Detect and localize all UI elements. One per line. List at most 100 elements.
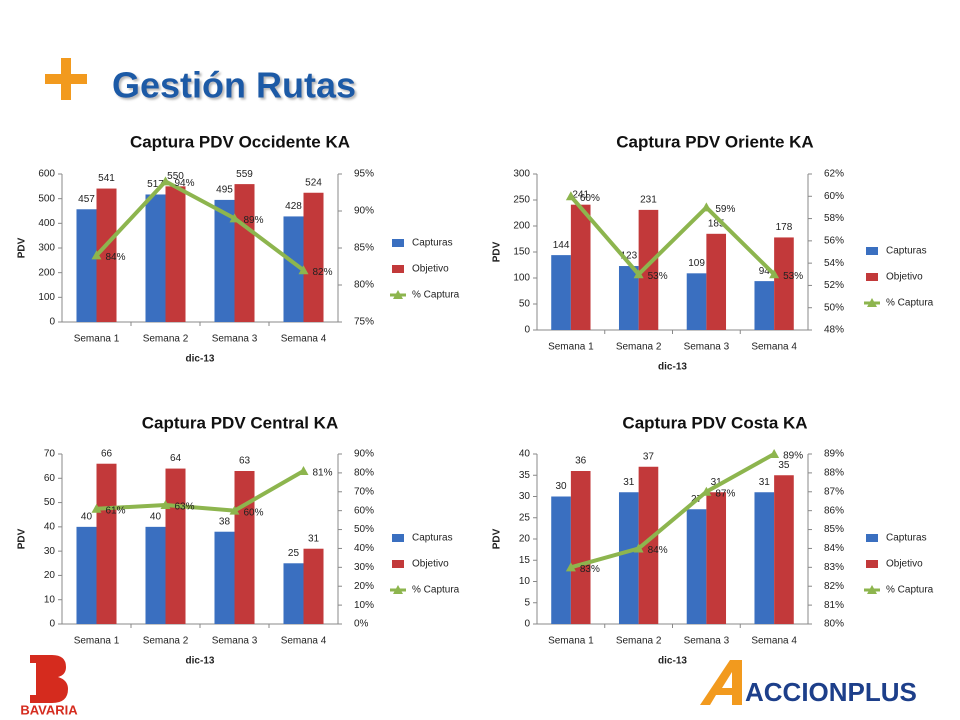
- x-tick-label: Semana 2: [616, 342, 662, 353]
- bar: [706, 492, 727, 624]
- legend-label: % Captura: [412, 585, 460, 596]
- bar: [234, 184, 255, 322]
- y-tick-label: 35: [519, 470, 531, 481]
- y2-tick-label: 50%: [354, 524, 374, 535]
- legend-swatch: [393, 585, 403, 594]
- bar: [754, 492, 775, 624]
- line-value-label: 59%: [715, 204, 735, 215]
- line-marker: [160, 500, 171, 509]
- y-axis-label: PDV: [17, 528, 28, 549]
- line-value-label: 84%: [648, 545, 668, 556]
- bar: [234, 471, 255, 624]
- y-tick-label: 40: [44, 521, 56, 532]
- bar: [283, 216, 304, 322]
- line-marker: [160, 176, 171, 186]
- bar-value-label: 38: [219, 516, 231, 527]
- bar: [618, 492, 639, 624]
- bar: [638, 209, 659, 330]
- y2-tick-label: 87%: [824, 486, 844, 497]
- legend-label: Capturas: [886, 246, 927, 257]
- chart-title: Captura PDV Central KA: [142, 413, 338, 432]
- y-tick-label: 5: [524, 597, 530, 608]
- bar: [145, 194, 166, 322]
- bar: [686, 509, 707, 624]
- y2-tick-label: 20%: [354, 581, 374, 592]
- line-value-label: 83%: [580, 564, 600, 575]
- line-value-label: 89%: [783, 451, 803, 462]
- y-tick-label: 50: [44, 497, 56, 508]
- y2-tick-label: 70%: [354, 486, 374, 497]
- y-tick-label: 10: [519, 576, 531, 587]
- legend-label: Capturas: [412, 533, 453, 544]
- y2-tick-label: 80%: [354, 468, 374, 479]
- y2-tick-label: 84%: [824, 543, 844, 554]
- y2-tick-label: 85%: [354, 243, 374, 254]
- bar: [165, 468, 186, 624]
- bavaria-logo-shape: [30, 655, 68, 703]
- bar-value-label: 517: [147, 179, 164, 190]
- bar: [706, 233, 727, 330]
- line-marker: [229, 505, 240, 515]
- bar-value-label: 144: [553, 240, 570, 251]
- bar: [96, 188, 117, 322]
- bar-value-label: 25: [288, 548, 300, 559]
- x-tick-label: Semana 2: [143, 334, 189, 345]
- y2-tick-label: 52%: [824, 280, 844, 291]
- y-tick-label: 400: [38, 218, 55, 229]
- y2-tick-label: 90%: [354, 449, 374, 460]
- bar: [686, 273, 707, 330]
- x-tick-label: Semana 1: [548, 636, 594, 647]
- line-marker: [565, 191, 576, 201]
- line: [95, 179, 305, 272]
- y-tick-label: 25: [519, 512, 531, 523]
- y2-tick-label: 88%: [824, 468, 844, 479]
- bar: [76, 209, 97, 322]
- bar: [76, 526, 97, 624]
- bar: [165, 186, 186, 322]
- x-tick-label: Semana 4: [281, 334, 327, 345]
- y-tick-label: 200: [38, 267, 55, 278]
- y2-tick-label: 89%: [824, 449, 844, 460]
- line-value-label: 87%: [715, 488, 735, 499]
- x-tick-label: Semana 2: [616, 636, 662, 647]
- x-tick-label: Semana 3: [684, 636, 730, 647]
- line-value-label: 61%: [106, 505, 126, 516]
- y2-tick-label: 10%: [354, 600, 374, 611]
- bar-value-label: 63: [239, 456, 251, 467]
- bar-value-label: 185: [708, 218, 725, 229]
- y2-tick-label: 86%: [824, 505, 844, 516]
- bar: [618, 266, 639, 330]
- bar: [303, 192, 324, 322]
- bar: [754, 281, 775, 330]
- line-marker: [769, 449, 780, 458]
- line-marker: [769, 269, 780, 279]
- y-tick-label: 30: [519, 491, 531, 502]
- bar-value-label: 30: [555, 481, 567, 492]
- legend-swatch: [867, 298, 877, 307]
- bar-value-label: 231: [640, 195, 657, 206]
- bar: [774, 237, 794, 330]
- legend-swatch: [866, 534, 878, 542]
- legend-swatch: [866, 273, 878, 281]
- bar-value-label: 31: [308, 533, 320, 544]
- line-marker: [91, 503, 102, 513]
- legend-label: Objetivo: [886, 559, 923, 570]
- line-marker: [633, 269, 644, 279]
- y-tick-label: 20: [519, 534, 531, 545]
- line: [569, 194, 776, 277]
- y-tick-label: 0: [524, 325, 530, 336]
- bar-value-label: 31: [711, 477, 723, 488]
- y2-tick-label: 60%: [824, 191, 844, 202]
- y-tick-label: 0: [49, 317, 55, 328]
- y-tick-label: 20: [44, 570, 56, 581]
- legend-label: % Captura: [412, 290, 460, 301]
- line-value-label: 53%: [648, 271, 668, 282]
- y2-tick-label: 80%: [824, 619, 844, 630]
- y-tick-label: 200: [513, 221, 530, 232]
- x-tick-label: Semana 3: [684, 342, 730, 353]
- bar-value-label: 123: [620, 251, 637, 262]
- y-tick-label: 100: [513, 273, 530, 284]
- y2-tick-label: 58%: [824, 213, 844, 224]
- y2-tick-label: 81%: [824, 600, 844, 611]
